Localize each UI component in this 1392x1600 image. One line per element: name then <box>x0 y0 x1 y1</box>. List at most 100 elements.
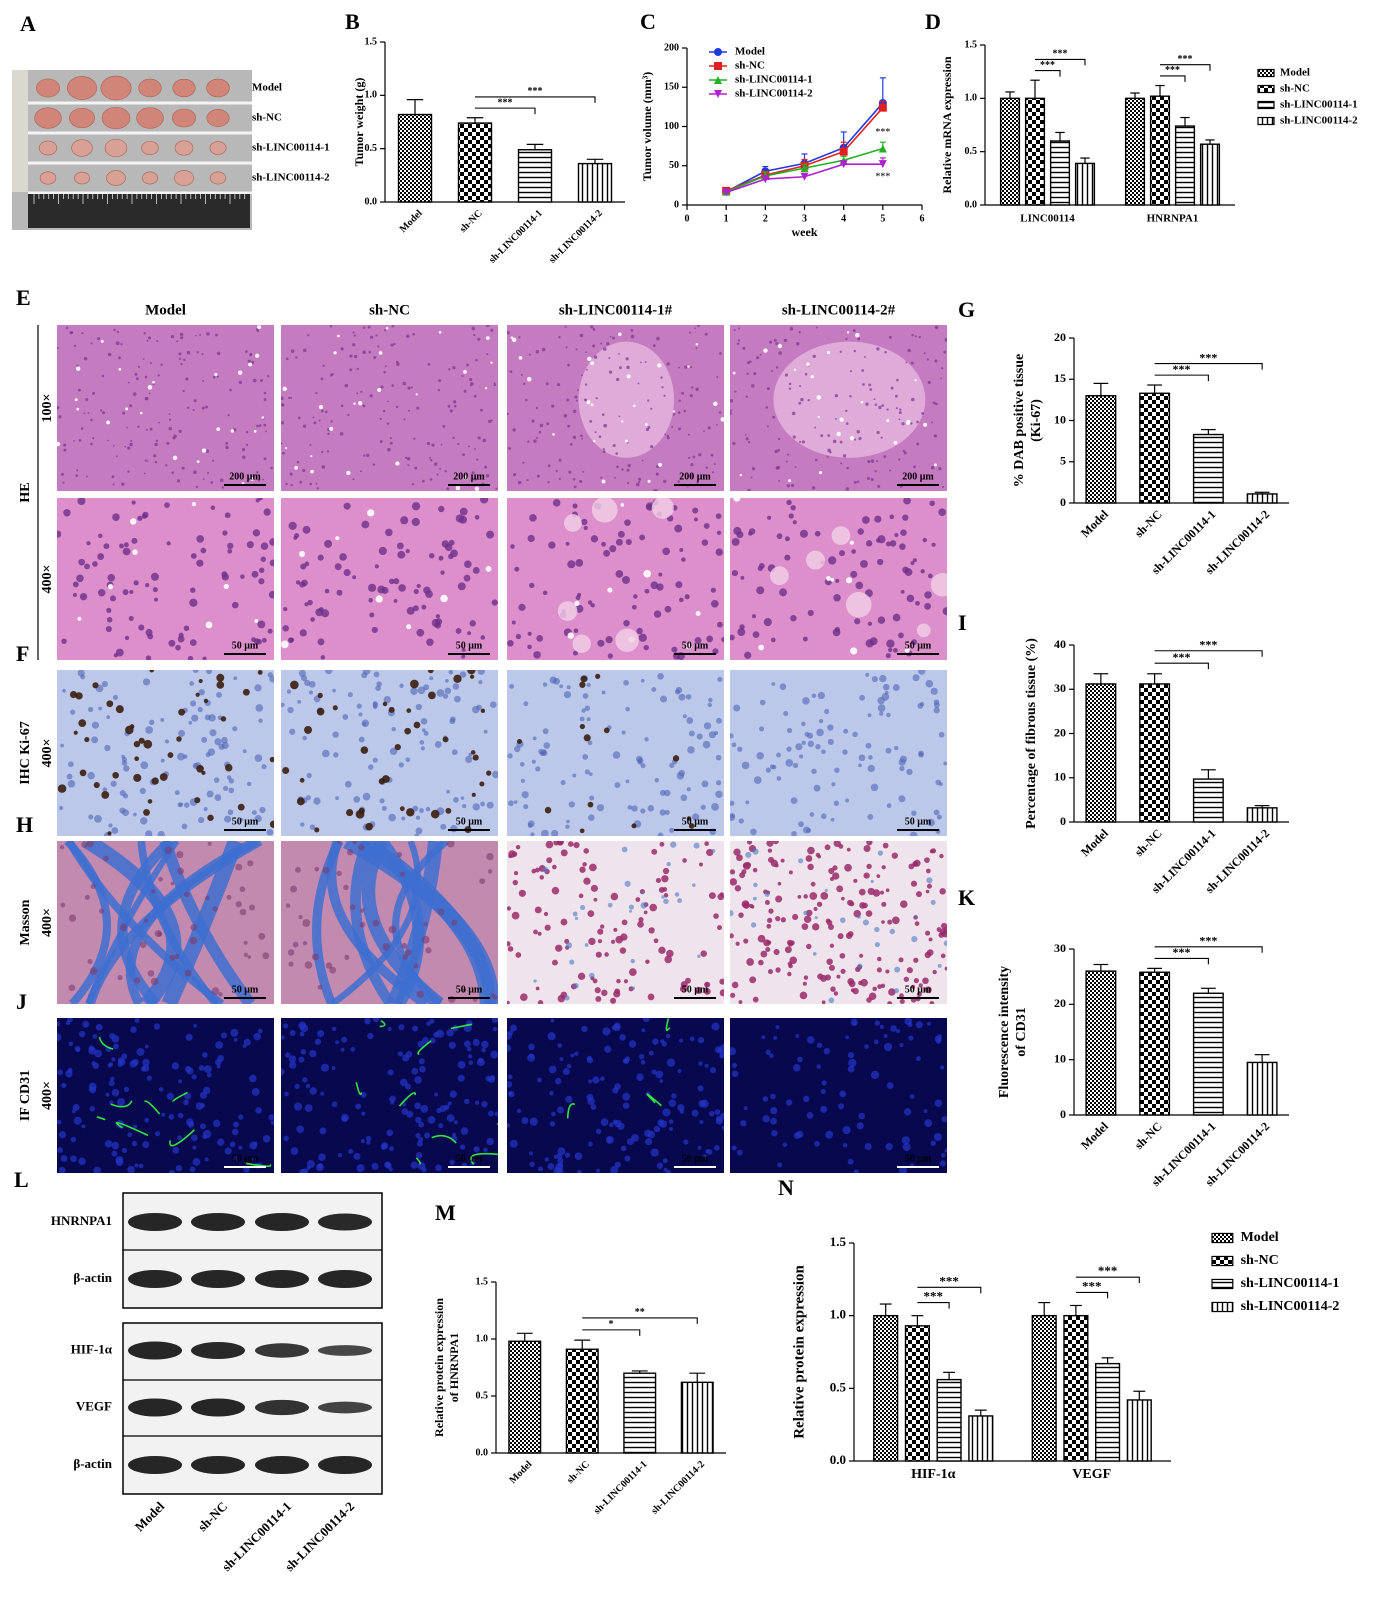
texture <box>183 891 190 898</box>
texture <box>638 917 644 923</box>
texture <box>480 708 486 714</box>
texture <box>594 431 597 434</box>
texture <box>202 1086 211 1095</box>
texture <box>898 632 904 639</box>
texture <box>371 626 378 634</box>
texture <box>939 782 943 786</box>
texture <box>453 796 459 803</box>
texture <box>614 782 621 789</box>
texture <box>171 471 174 474</box>
x-tick-label: 2 <box>763 213 768 224</box>
texture <box>510 1024 518 1032</box>
micrograph <box>730 1018 947 1173</box>
texture <box>581 1025 588 1033</box>
texture <box>78 438 82 442</box>
texture <box>874 470 877 473</box>
texture <box>168 418 172 421</box>
texture <box>688 823 695 829</box>
bar <box>577 162 613 203</box>
texture <box>221 736 228 744</box>
texture <box>362 404 366 408</box>
texture <box>811 693 817 699</box>
texture <box>419 1065 426 1073</box>
texture <box>190 587 196 593</box>
texture <box>452 366 456 370</box>
texture <box>580 905 586 911</box>
texture <box>168 426 173 431</box>
texture <box>269 820 274 829</box>
texture <box>566 398 570 402</box>
texture <box>212 375 216 379</box>
texture <box>697 1036 705 1044</box>
texture <box>110 1100 133 1108</box>
texture <box>588 772 593 777</box>
texture <box>73 344 77 347</box>
texture <box>899 755 908 763</box>
texture <box>653 489 657 491</box>
texture <box>568 801 575 808</box>
texture <box>834 394 839 398</box>
texture <box>107 831 112 836</box>
texture <box>681 391 685 395</box>
bar <box>457 122 493 203</box>
texture <box>633 594 638 599</box>
texture <box>154 597 158 602</box>
texture <box>496 1123 498 1126</box>
texture <box>341 1036 348 1043</box>
texture <box>614 988 620 995</box>
scale-bar-label: 200 μm <box>902 471 934 482</box>
texture <box>730 670 947 836</box>
texture <box>489 701 497 708</box>
x-tick-label: 1 <box>724 213 729 224</box>
texture <box>408 409 411 412</box>
texture <box>803 910 808 916</box>
texture <box>509 1139 518 1148</box>
texture <box>239 886 246 893</box>
texture <box>852 329 856 332</box>
y-tick-label: 200 <box>664 42 679 53</box>
lane-label: sh-NC <box>195 1499 231 1535</box>
texture <box>257 620 266 629</box>
texture <box>227 809 234 816</box>
y-tick-label: 30 <box>1054 941 1066 955</box>
texture <box>752 848 759 855</box>
texture <box>615 935 624 944</box>
texture <box>573 485 577 489</box>
texture <box>220 1032 228 1039</box>
texture <box>416 406 420 410</box>
texture <box>924 951 931 959</box>
texture <box>521 791 529 799</box>
band <box>128 1341 182 1360</box>
texture <box>575 559 584 567</box>
texture <box>384 1162 392 1169</box>
texture <box>719 352 722 355</box>
texture <box>149 427 153 431</box>
texture <box>853 349 856 353</box>
texture <box>386 1129 394 1137</box>
texture <box>224 763 233 772</box>
texture <box>757 565 763 571</box>
texture <box>592 978 598 984</box>
x-tick-label: Model <box>1078 826 1111 859</box>
texture <box>855 581 864 590</box>
texture <box>475 358 478 362</box>
texture <box>911 984 916 989</box>
texture <box>131 1140 138 1147</box>
texture <box>88 1045 95 1052</box>
significance-label: *** <box>1173 650 1191 664</box>
texture <box>759 726 765 732</box>
texture <box>321 465 326 469</box>
band-label: β-actin <box>73 1456 112 1471</box>
texture <box>183 1099 189 1106</box>
texture <box>556 1106 564 1114</box>
texture <box>515 844 521 850</box>
texture <box>702 1154 707 1159</box>
texture <box>224 512 231 519</box>
texture <box>848 1058 857 1068</box>
texture <box>98 589 106 597</box>
texture <box>389 747 398 756</box>
texture <box>513 871 519 876</box>
texture <box>713 913 719 919</box>
significance-bracket <box>1154 946 1263 953</box>
texture <box>115 705 124 714</box>
